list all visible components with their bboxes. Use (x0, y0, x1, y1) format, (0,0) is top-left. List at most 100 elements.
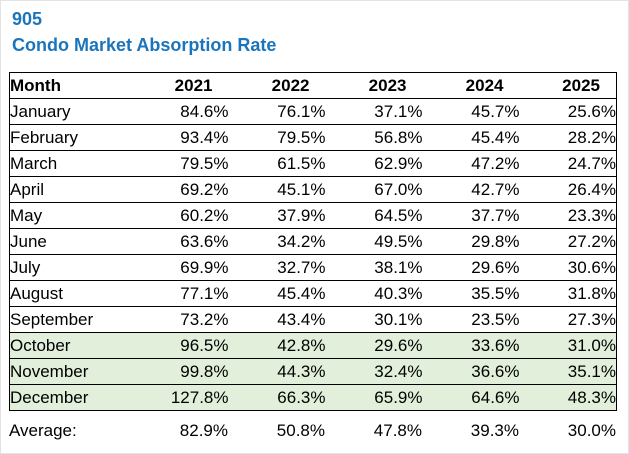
value-cell: 29.8% (422, 228, 520, 255)
value-cell: 93.4% (131, 124, 229, 151)
table-row-january: January 84.6% 76.1% 37.1% 45.7% 25.6% (9, 98, 617, 125)
value-cell: 25.6% (519, 98, 617, 125)
value-cell: 37.9% (228, 202, 326, 229)
value-cell: 45.4% (228, 280, 326, 307)
table-row-june: June 63.6% 34.2% 49.5% 29.8% 27.2% (9, 228, 617, 255)
value-cell: 64.6% (422, 384, 520, 411)
absorption-rate-table: Month 2021 2022 2023 2024 2025 January 8… (9, 72, 617, 411)
value-cell: 33.6% (422, 332, 520, 359)
value-cell: 31.0% (519, 332, 617, 359)
value-cell: 67.0% (325, 176, 423, 203)
table-row-july: July 69.9% 32.7% 38.1% 29.6% 30.6% (9, 254, 617, 281)
table-header-row: Month 2021 2022 2023 2024 2025 (9, 72, 617, 99)
value-cell: 40.3% (325, 280, 423, 307)
month-cell: June (9, 228, 132, 255)
value-cell: 65.9% (325, 384, 423, 411)
value-cell: 69.9% (131, 254, 229, 281)
month-cell: March (9, 150, 132, 177)
value-cell: 27.3% (519, 306, 617, 333)
value-cell: 99.8% (131, 358, 229, 385)
average-value: 82.9% (179, 420, 228, 440)
value-cell: 79.5% (228, 124, 326, 151)
month-cell: September (9, 306, 132, 333)
value-cell: 66.3% (228, 384, 326, 411)
table-row-december: December 127.8% 66.3% 65.9% 64.6% 48.3% (9, 384, 617, 411)
title-block: 905 Condo Market Absorption Rate (12, 8, 628, 56)
value-cell: 43.4% (228, 306, 326, 333)
table-row-april: April 69.2% 45.1% 67.0% 42.7% 26.4% (9, 176, 617, 203)
column-header-2024: 2024 (422, 72, 520, 99)
value-cell: 23.5% (422, 306, 520, 333)
value-cell: 35.5% (422, 280, 520, 307)
column-header-2025: 2025 (519, 72, 617, 99)
table-row-march: March 79.5% 61.5% 62.9% 47.2% 24.7% (9, 150, 617, 177)
value-cell: 76.1% (228, 98, 326, 125)
value-cell: 30.6% (519, 254, 617, 281)
month-cell: July (9, 254, 132, 281)
average-value: 50.8% (276, 420, 325, 440)
value-cell: 38.1% (325, 254, 423, 281)
value-cell: 60.2% (131, 202, 229, 229)
value-cell: 79.5% (131, 150, 229, 177)
value-cell: 64.5% (325, 202, 423, 229)
month-cell: November (9, 358, 132, 385)
value-cell: 62.9% (325, 150, 423, 177)
table-row-september: September 73.2% 43.4% 30.1% 23.5% 27.3% (9, 306, 617, 333)
value-cell: 42.8% (228, 332, 326, 359)
value-cell: 24.7% (519, 150, 617, 177)
value-cell: 77.1% (131, 280, 229, 307)
page: 905 Condo Market Absorption Rate Month 2… (1, 1, 628, 443)
table-row-may: May 60.2% 37.9% 64.5% 37.7% 23.3% (9, 202, 617, 229)
month-cell: May (9, 202, 132, 229)
month-cell: August (9, 280, 132, 307)
value-cell: 127.8% (131, 384, 229, 411)
value-cell: 63.6% (131, 228, 229, 255)
table-row-february: February 93.4% 79.5% 56.8% 45.4% 28.2% (9, 124, 617, 151)
value-cell: 31.8% (519, 280, 617, 307)
value-cell: 49.5% (325, 228, 423, 255)
month-cell: January (9, 98, 132, 125)
average-value: 39.3% (470, 420, 519, 440)
value-cell: 96.5% (131, 332, 229, 359)
page-title: Condo Market Absorption Rate (12, 35, 277, 55)
table-row-november: November 99.8% 44.3% 32.4% 36.6% 35.1% (9, 358, 617, 385)
value-cell: 30.1% (325, 306, 423, 333)
value-cell: 37.1% (325, 98, 423, 125)
value-cell: 44.3% (228, 358, 326, 385)
region-label: 905 (12, 9, 43, 29)
column-header-2021: 2021 (131, 72, 229, 99)
month-cell: February (9, 124, 132, 151)
column-header-2022: 2022 (228, 72, 326, 99)
value-cell: 23.3% (519, 202, 617, 229)
value-cell: 61.5% (228, 150, 326, 177)
average-value: 30.0% (567, 420, 616, 440)
value-cell: 32.4% (325, 358, 423, 385)
column-header-2023: 2023 (325, 72, 423, 99)
value-cell: 47.2% (422, 150, 520, 177)
month-cell: April (9, 176, 132, 203)
month-cell: October (9, 332, 132, 359)
column-header-month: Month (9, 72, 132, 99)
value-cell: 29.6% (325, 332, 423, 359)
value-cell: 56.8% (325, 124, 423, 151)
average-value: 47.8% (373, 420, 422, 440)
value-cell: 32.7% (228, 254, 326, 281)
average-label: Average: (9, 420, 77, 440)
table-row-october: October 96.5% 42.8% 29.6% 33.6% 31.0% (9, 332, 617, 359)
value-cell: 26.4% (519, 176, 617, 203)
value-cell: 35.1% (519, 358, 617, 385)
table-row-august: August 77.1% 45.4% 40.3% 35.5% 31.8% (9, 280, 617, 307)
value-cell: 45.7% (422, 98, 520, 125)
value-cell: 42.7% (422, 176, 520, 203)
value-cell: 34.2% (228, 228, 326, 255)
value-cell: 27.2% (519, 228, 617, 255)
value-cell: 69.2% (131, 176, 229, 203)
average-row: Average: 82.9% 50.8% 47.8% 39.3% 30.0% (9, 418, 616, 443)
value-cell: 73.2% (131, 306, 229, 333)
value-cell: 36.6% (422, 358, 520, 385)
value-cell: 48.3% (519, 384, 617, 411)
value-cell: 37.7% (422, 202, 520, 229)
value-cell: 45.4% (422, 124, 520, 151)
value-cell: 29.6% (422, 254, 520, 281)
value-cell: 28.2% (519, 124, 617, 151)
